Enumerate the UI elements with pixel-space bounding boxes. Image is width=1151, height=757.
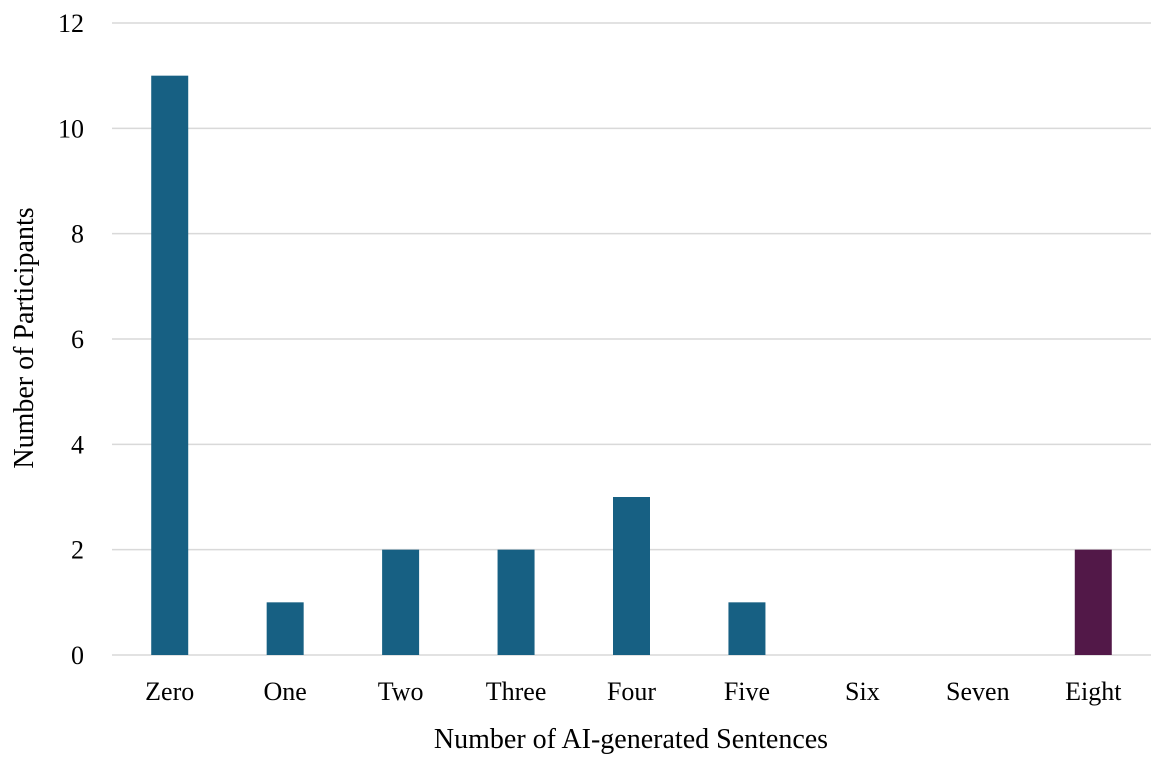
bar-four xyxy=(613,497,650,655)
x-axis-title: Number of AI-generated Sentences xyxy=(434,724,828,755)
y-tick-label: 10 xyxy=(58,114,84,143)
x-tick-label: Three xyxy=(486,677,547,706)
y-tick-label: 4 xyxy=(71,430,84,459)
bar-five xyxy=(728,602,766,655)
x-tick-label: Two xyxy=(378,677,424,706)
x-axis-ticks: Zero One Two Three Four Five Six Seven Eight xyxy=(145,677,1122,706)
x-tick-label: Eight xyxy=(1065,677,1122,706)
y-axis-title: Number of Participants xyxy=(9,207,40,468)
y-tick-label: 12 xyxy=(58,9,84,38)
gridlines xyxy=(112,22,1151,656)
y-axis-ticks: 0 2 4 6 8 10 12 xyxy=(58,9,84,670)
bar-zero xyxy=(151,75,189,655)
x-tick-label: Six xyxy=(845,677,880,706)
bars xyxy=(151,75,1112,655)
x-tick-label: Five xyxy=(724,677,770,706)
x-tick-label: Four xyxy=(607,677,656,706)
bar-one xyxy=(266,602,304,655)
x-tick-label: Seven xyxy=(946,677,1010,706)
x-tick-label: Zero xyxy=(145,677,194,706)
bar-eight xyxy=(1074,549,1112,655)
y-tick-label: 8 xyxy=(71,220,84,249)
bar-two xyxy=(382,549,420,655)
y-tick-label: 6 xyxy=(71,325,84,354)
y-tick-label: 2 xyxy=(71,536,84,565)
bar-three xyxy=(497,549,535,655)
y-tick-label: 0 xyxy=(71,641,84,670)
x-tick-label: One xyxy=(264,677,307,706)
